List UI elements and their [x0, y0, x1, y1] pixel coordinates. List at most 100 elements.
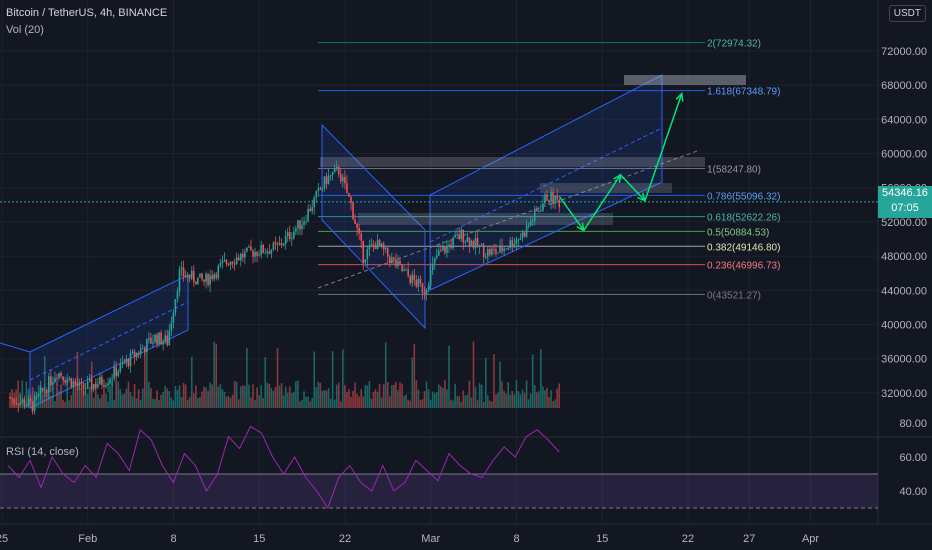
candle-body: [378, 239, 381, 247]
candle-body: [209, 275, 211, 285]
volume-bar: [184, 384, 187, 408]
candle-body: [497, 252, 499, 254]
volume-bar: [293, 392, 295, 408]
volume-bar: [97, 394, 99, 408]
volume-bar: [499, 361, 501, 408]
candle-body: [166, 335, 169, 346]
volume-bar: [237, 399, 240, 408]
symbol-legend[interactable]: Bitcoin / TetherUS, 4h, BINANCE: [6, 7, 168, 19]
volume-bar: [382, 384, 385, 408]
candle-body: [382, 243, 385, 250]
candle-body: [125, 358, 128, 364]
volume-bar: [370, 398, 373, 408]
candle-body: [99, 376, 101, 385]
candle-body: [554, 195, 556, 204]
candle-body: [237, 257, 240, 261]
candle-body: [466, 237, 469, 242]
candle-body: [168, 330, 171, 346]
candle-body: [519, 238, 522, 240]
volume-bar: [466, 394, 469, 408]
candle-body: [405, 269, 407, 271]
volume-bar: [119, 389, 122, 408]
volume-bar: [31, 387, 34, 408]
volume-bar: [127, 381, 130, 408]
candle-body: [107, 383, 109, 386]
candle-body: [50, 376, 52, 386]
candle-body: [184, 276, 187, 278]
volume-bar: [107, 401, 109, 408]
volume-bar: [88, 387, 91, 408]
currency-button[interactable]: USDT: [888, 5, 926, 22]
volume-bar: [288, 386, 291, 408]
volume-bar: [450, 399, 452, 408]
time-tick-label: Feb: [78, 533, 97, 545]
volume-bar: [262, 398, 265, 408]
volume-bar: [50, 396, 52, 408]
volume-bar: [478, 383, 481, 408]
candle-body: [413, 274, 416, 281]
candle-body: [143, 348, 146, 352]
channel-midline: [429, 127, 663, 243]
volume-bar: [231, 394, 234, 408]
volume-bar: [160, 394, 162, 408]
candle-body: [433, 257, 436, 264]
volume-bar: [211, 384, 213, 408]
volume-bar: [325, 390, 328, 408]
volume-bar: [190, 356, 193, 408]
candle-body: [164, 335, 167, 342]
candle-body: [360, 233, 363, 241]
candle-body: [23, 399, 26, 407]
candle-body: [190, 270, 193, 279]
volume-bar: [56, 383, 58, 408]
candle-body: [425, 289, 428, 295]
candle-body: [299, 220, 301, 230]
candle-body: [101, 376, 103, 385]
volume-bar: [109, 385, 111, 408]
candle-body: [197, 277, 199, 285]
fibonacci-retracement: 0(43521.27) 0.236(46996.73) 0.382(49146.80…: [318, 39, 780, 301]
candle-body: [431, 263, 434, 271]
rsi-line: [7, 425, 560, 510]
candle-body: [72, 381, 75, 388]
candle-body: [448, 244, 450, 246]
volume-bar: [225, 396, 228, 408]
price-tick-label: 40000.00: [881, 320, 927, 332]
rsi-legend[interactable]: RSI (14, close): [6, 446, 79, 458]
candle-body: [250, 246, 252, 251]
candle-body: [442, 246, 444, 251]
price-tick-label: 68000.00: [881, 80, 927, 92]
volume-bar: [268, 383, 271, 408]
volume-bar: [354, 382, 356, 408]
volume-bar: [462, 390, 465, 408]
candle-body: [386, 247, 389, 257]
volume-bar: [256, 387, 258, 408]
candle-body: [350, 196, 352, 203]
candle-body: [256, 251, 258, 256]
volume-bar: [121, 394, 124, 408]
candle-body: [303, 221, 305, 225]
candle-body: [397, 260, 399, 267]
volume-bar: [82, 389, 85, 408]
volume-bar: [339, 401, 342, 408]
candle-body: [162, 341, 164, 345]
volume-bar: [491, 401, 493, 408]
volume-bar: [403, 396, 405, 408]
projection-segment: [558, 195, 585, 231]
candle-body: [505, 248, 507, 250]
volume-bar: [43, 356, 46, 408]
candle-body: [113, 366, 115, 379]
volume-bar: [372, 391, 375, 408]
volume-bar: [86, 393, 89, 408]
volume-bar: [60, 384, 62, 408]
candle-body: [131, 351, 134, 353]
last-price-value: 54346.16: [882, 187, 928, 199]
volume-bar: [62, 400, 64, 408]
candle-body: [78, 381, 81, 386]
volume-bar: [546, 387, 548, 408]
volume-bar: [480, 384, 483, 408]
volume-bar: [529, 393, 532, 408]
candle-body: [542, 203, 544, 211]
volume-legend[interactable]: Vol (20): [6, 24, 44, 36]
candle-body: [346, 182, 348, 194]
